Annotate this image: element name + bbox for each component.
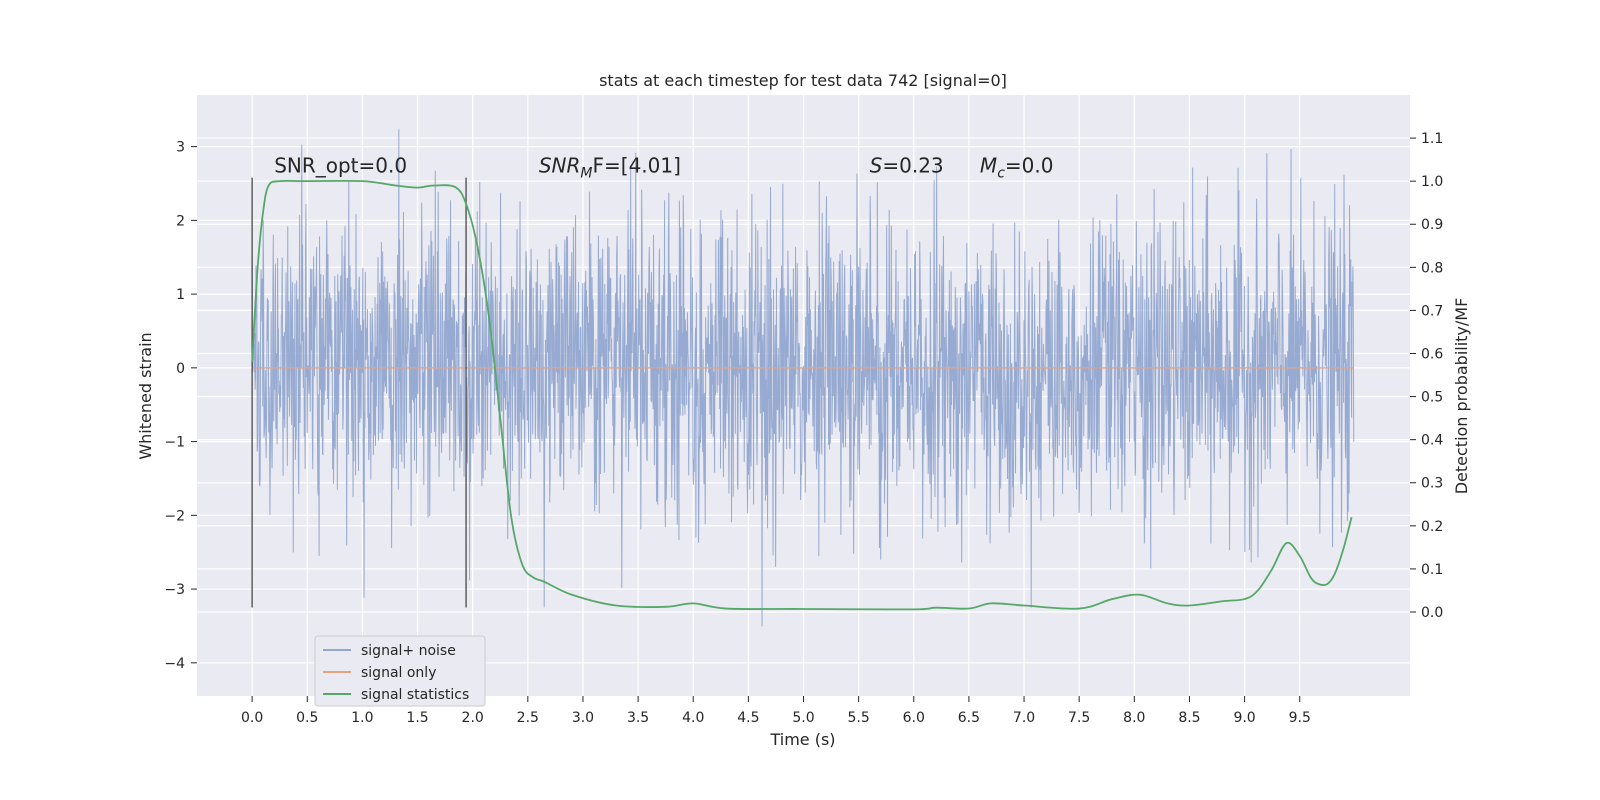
signal-statistics-line	[251, 179, 1353, 611]
y-tick-label: −3	[164, 582, 185, 598]
x-tick-label: 9.0	[1233, 710, 1255, 726]
x-tick-label: 5.0	[792, 710, 814, 726]
x-tick-label: 2.5	[517, 710, 539, 726]
annotation-2: S=0.23	[870, 153, 944, 177]
x-tick-label: 1.0	[351, 710, 373, 726]
y-tick-label: −1	[164, 435, 185, 451]
vertical-markers	[251, 177, 467, 608]
annotation-subscript: c	[997, 165, 1005, 181]
annotation-main: SNR_opt=0.0	[274, 153, 407, 177]
y-tick-label: 3	[176, 140, 185, 156]
legend-label: signal+ noise	[361, 643, 456, 659]
y2-tick-label: 0.8	[1421, 260, 1443, 276]
y2-tick-label: 0.3	[1421, 476, 1443, 492]
x-tick-label: 1.5	[406, 710, 428, 726]
legend-box	[314, 635, 486, 707]
legend: signal+ noise signal only signal statistic…	[314, 635, 486, 707]
y2-tick-label: 1.1	[1421, 131, 1443, 147]
annotation-value: =0.23	[882, 153, 943, 177]
x-tick-label: 6.5	[958, 710, 980, 726]
y2-tick-label: 0.5	[1421, 390, 1443, 406]
y2-tick-label: 0.4	[1421, 433, 1443, 449]
y2-axis-label: Detection probability/MF	[1452, 298, 1471, 495]
series-signal-noise	[251, 129, 1355, 627]
annotation-3: Mc=0.0	[980, 153, 1054, 181]
x-axis-label: Time (s)	[769, 730, 835, 749]
y2-tick-label: 0.7	[1421, 303, 1443, 319]
annotation-0: SNR_opt=0.0	[274, 153, 407, 177]
series-signal-statistics	[251, 179, 1353, 611]
y2-tick-label: 0.6	[1421, 346, 1443, 362]
x-tick-label: 7.0	[1013, 710, 1035, 726]
y2-axis-ticks: 1.1 1.0 0.9 0.8 0.7 0.6 0.5 0.4 0.3 0.2 0.1 0.0	[1410, 131, 1443, 621]
chart-title: stats at each timestep for test data 742…	[599, 71, 1007, 90]
x-tick-label: 3.0	[572, 710, 594, 726]
x-axis-ticks: 0.0 0.5 1.0 1.5 2.0 2.5 3.0 3.5 4.0 4.5 5.0 5.5 6.0 6…	[241, 696, 1311, 726]
y2-tick-label: 0.1	[1421, 562, 1443, 578]
annotation-main: SNR	[539, 153, 581, 177]
annotation-main: M	[980, 153, 997, 177]
annotation-subscript: M	[580, 165, 592, 181]
annotation-main: S	[870, 153, 883, 177]
annotation-value: F=[4.01]	[593, 153, 681, 177]
x-tick-label: 0.0	[241, 710, 263, 726]
x-tick-label: 2.0	[462, 710, 484, 726]
x-tick-label: 6.0	[903, 710, 925, 726]
y-axis-label: Whitened strain	[136, 332, 155, 459]
y2-tick-label: 0.2	[1421, 519, 1443, 535]
annotation-value: =0.0	[1005, 153, 1054, 177]
y2-tick-label: 0.0	[1421, 605, 1443, 621]
x-tick-label: 3.5	[627, 710, 649, 726]
y-tick-label: 2	[176, 213, 185, 229]
y-tick-label: 0	[176, 361, 185, 377]
y-tick-label: 1	[176, 287, 185, 303]
legend-label: signal statistics	[361, 687, 469, 703]
x-tick-label: 0.5	[296, 710, 318, 726]
y-axis-ticks: 3 2 1 0 −1 −2 −3 −4	[164, 140, 197, 672]
x-tick-label: 4.5	[737, 710, 759, 726]
annotation-1: SNRMF=[4.01]	[539, 153, 681, 181]
x-tick-label: 7.5	[1068, 710, 1090, 726]
x-tick-label: 8.5	[1178, 710, 1200, 726]
y-tick-label: −4	[164, 656, 185, 672]
y-tick-label: −2	[164, 508, 185, 524]
x-tick-label: 9.5	[1289, 710, 1311, 726]
x-tick-label: 8.0	[1123, 710, 1145, 726]
x-tick-label: 4.0	[682, 710, 704, 726]
y2-tick-label: 1.0	[1421, 174, 1443, 190]
legend-label: signal only	[361, 665, 436, 681]
signal-noise-line	[251, 129, 1355, 627]
annotations: SNR_opt=0.0 SNRMF=[4.01] S=0.23 Mc=0.0	[274, 153, 1053, 181]
x-tick-label: 5.5	[848, 710, 870, 726]
y2-tick-label: 0.9	[1421, 217, 1443, 233]
